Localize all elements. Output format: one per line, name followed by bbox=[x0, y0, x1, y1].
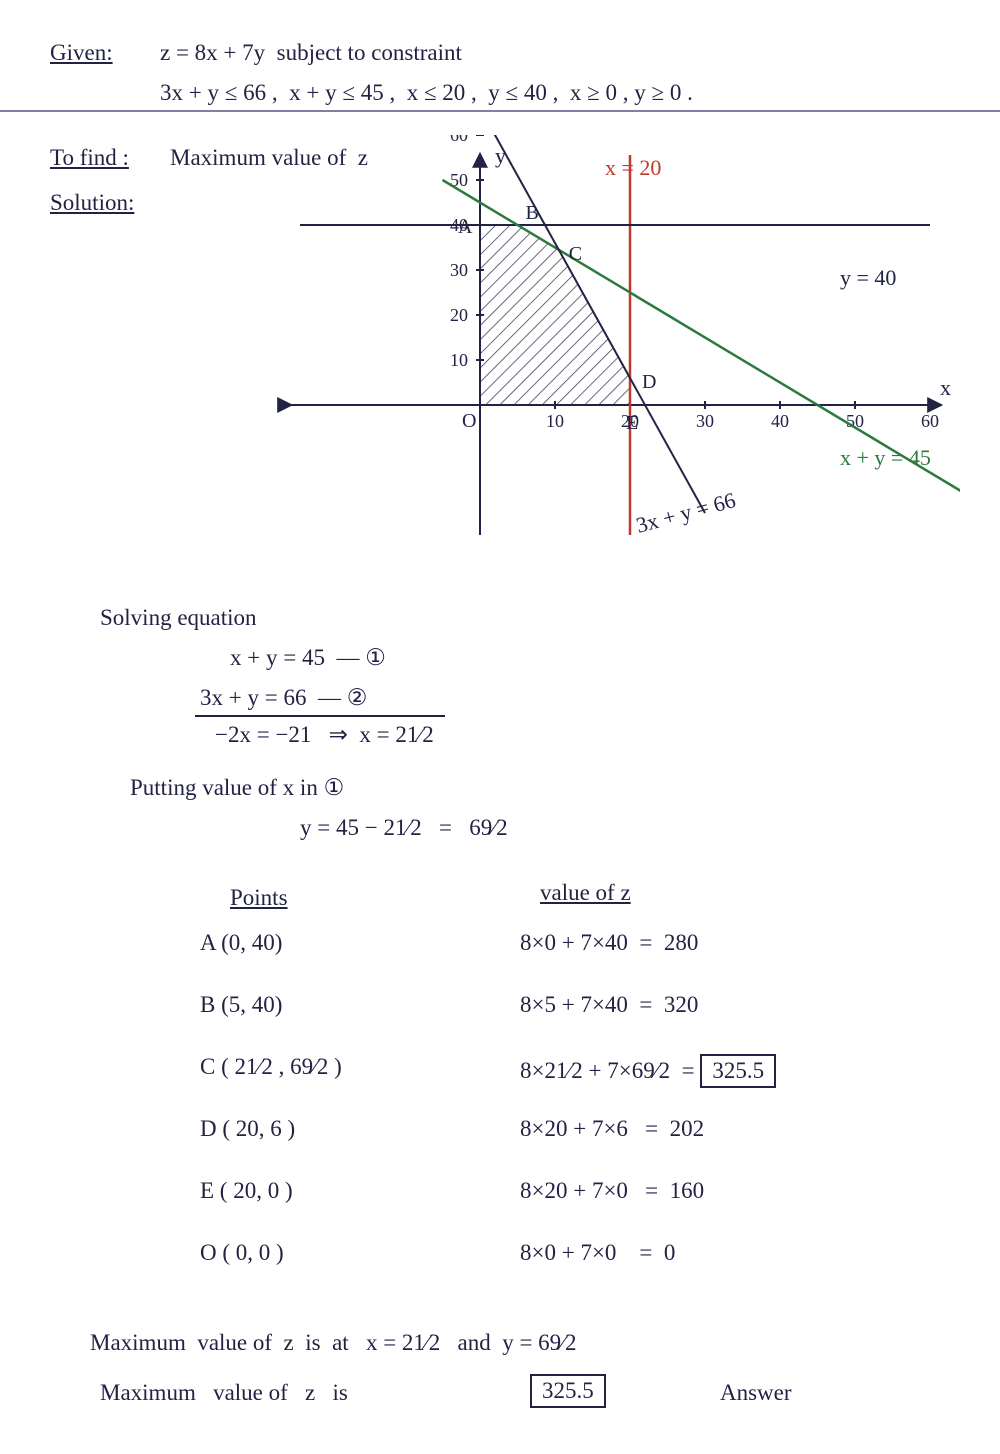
z-value: 8×5 + 7×40 = 320 bbox=[520, 992, 698, 1018]
z-value: 8×0 + 7×0 = 0 bbox=[520, 1240, 675, 1266]
y-result: y = 45 − 21⁄2 = 69⁄2 bbox=[300, 815, 508, 841]
eq1: x + y = 45 — ① bbox=[230, 645, 386, 671]
svg-text:x: x bbox=[940, 375, 951, 400]
putting: Putting value of x in ① bbox=[130, 775, 344, 801]
point-label: O ( 0, 0 ) bbox=[200, 1240, 284, 1266]
answer-label: Answer bbox=[720, 1380, 792, 1406]
eq2: 3x + y = 66 — ② bbox=[200, 685, 367, 711]
z-value: 8×20 + 7×0 = 160 bbox=[520, 1178, 704, 1204]
xpy45-label: x + y = 45 bbox=[840, 445, 931, 471]
given-label: Given: bbox=[50, 40, 113, 66]
solution-label: Solution: bbox=[50, 190, 134, 216]
svg-text:B: B bbox=[526, 202, 539, 224]
svg-text:E: E bbox=[626, 412, 638, 434]
svg-text:10: 10 bbox=[450, 350, 468, 370]
point-label: E ( 20, 0 ) bbox=[200, 1178, 293, 1204]
conclusion-1: Maximum value of z is at x = 21⁄2 and y … bbox=[90, 1330, 577, 1356]
subtraction-rule bbox=[195, 715, 445, 717]
valuez-header: value of z bbox=[540, 880, 631, 906]
svg-text:A: A bbox=[458, 216, 473, 238]
constraints: 3x + y ≤ 66 , x + y ≤ 45 , x ≤ 20 , y ≤ … bbox=[160, 80, 693, 106]
y40-label: y = 40 bbox=[840, 265, 896, 291]
x20-label: x = 20 bbox=[605, 155, 661, 181]
svg-text:30: 30 bbox=[696, 411, 714, 431]
z-value: 8×0 + 7×40 = 280 bbox=[520, 930, 698, 956]
tofind-label: To find : bbox=[50, 145, 129, 171]
point-label: D ( 20, 6 ) bbox=[200, 1116, 295, 1142]
svg-text:40: 40 bbox=[771, 411, 789, 431]
point-label: B (5, 40) bbox=[200, 992, 282, 1018]
svg-text:30: 30 bbox=[450, 260, 468, 280]
points-header: Points bbox=[230, 885, 288, 911]
svg-text:20: 20 bbox=[450, 305, 468, 325]
svg-text:60: 60 bbox=[450, 135, 468, 145]
point-label: C ( 21⁄2 , 69⁄2 ) bbox=[200, 1054, 342, 1080]
svg-text:C: C bbox=[569, 243, 582, 265]
svg-text:60: 60 bbox=[921, 411, 939, 431]
conclusion-box: 325.5 bbox=[530, 1374, 606, 1408]
objective: z = 8x + 7y subject to constraint bbox=[160, 40, 462, 66]
svg-text:O: O bbox=[462, 410, 476, 432]
handwritten-page: Given: z = 8x + 7y subject to constraint… bbox=[0, 0, 1000, 1454]
svg-text:D: D bbox=[642, 371, 656, 393]
z-value: 8×21⁄2 + 7×69⁄2 = 325.5 bbox=[520, 1054, 776, 1088]
conclusion-2-pre: Maximum value of z is bbox=[100, 1380, 348, 1406]
solving-title: Solving equation bbox=[100, 605, 257, 631]
point-label: A (0, 40) bbox=[200, 930, 282, 956]
svg-text:10: 10 bbox=[546, 411, 564, 431]
sub-result: −2x = −21 ⇒ x = 21⁄2 bbox=[215, 722, 434, 748]
feasible-region-graph: 102030405060102030405060OxyABCDE bbox=[260, 135, 960, 555]
z-value: 8×20 + 7×6 = 202 bbox=[520, 1116, 704, 1142]
